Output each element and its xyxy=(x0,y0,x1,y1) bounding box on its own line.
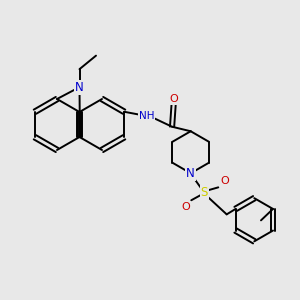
Text: O: O xyxy=(169,94,178,104)
Text: S: S xyxy=(200,186,208,199)
Text: N: N xyxy=(186,167,195,180)
Text: N: N xyxy=(75,81,84,94)
Text: NH: NH xyxy=(139,111,154,121)
Text: O: O xyxy=(181,202,190,212)
Text: O: O xyxy=(220,176,229,186)
